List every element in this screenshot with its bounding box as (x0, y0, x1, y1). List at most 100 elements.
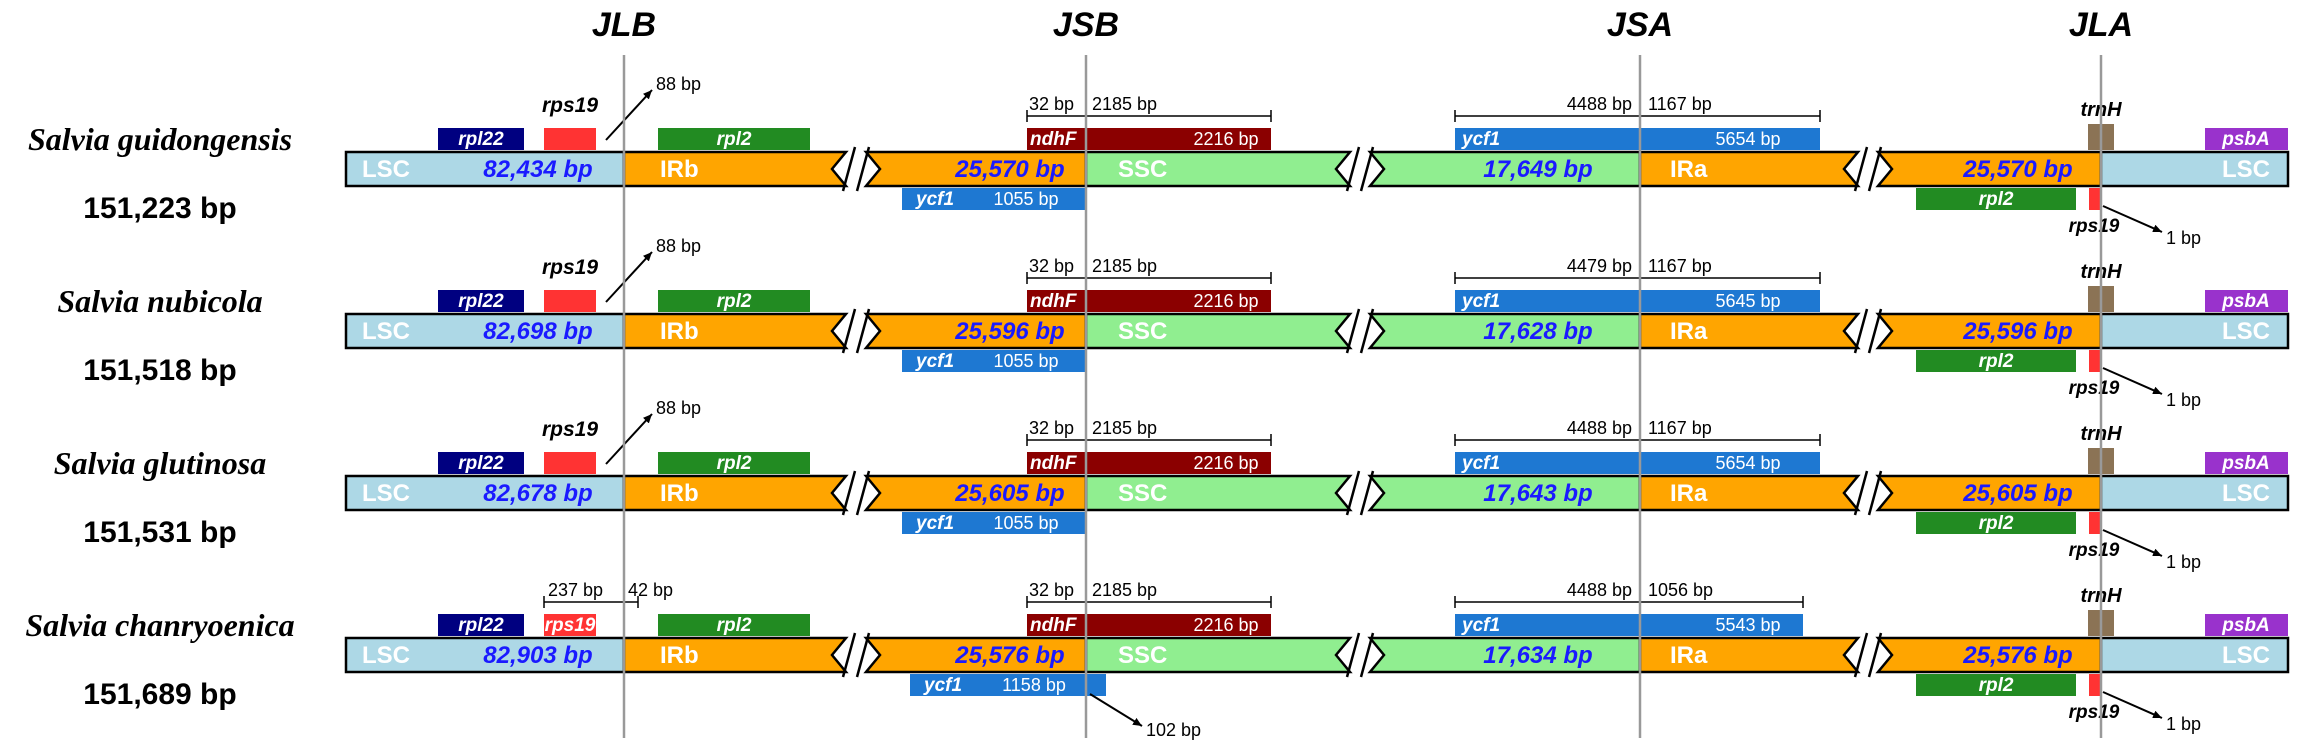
rps19-lower-gene-label: rps19 (2069, 702, 2120, 723)
jlb-arrow (605, 251, 653, 303)
jla-arrow (2102, 691, 2163, 719)
rpl22-gene (438, 452, 524, 474)
break-mark (1867, 632, 1883, 678)
ira-region-cont (1875, 150, 2103, 188)
break-mark (1853, 470, 1869, 516)
ycf1-lower-gene-label: ycf1 (915, 351, 954, 372)
break-mark (841, 470, 857, 516)
break-mark (1359, 146, 1375, 192)
break-mark (1853, 632, 1869, 678)
irb-region (622, 312, 849, 350)
rps19-lower-gene-label: rps19 (2069, 216, 2120, 237)
ssc-region-cont (1367, 474, 1642, 512)
rps19-lower-gene (2089, 350, 2101, 372)
jlb-arrow (605, 413, 653, 465)
region-label-lsc-right: LSC (2222, 318, 2270, 345)
ndhF-gene-label: ndhF (1030, 129, 1078, 150)
jla-arrow-label: 1 bp (2166, 714, 2201, 734)
ssc-size: 17,643 bp (1483, 480, 1592, 507)
rpl2-lower-gene (1916, 674, 2076, 696)
jsb-left-length: 32 bp (1029, 256, 1074, 276)
psbA-gene-label: psbA (2221, 291, 2270, 312)
genome-row: Salvia guidongensis 151,223 bp LSC IRb SSC IR… (28, 74, 2290, 248)
ycf1-lower-length: 1055 bp (993, 189, 1058, 209)
rps19-lower-gene (2089, 674, 2101, 696)
ycf1-gene (1455, 452, 1820, 474)
region-label-irb: IRb (660, 480, 699, 507)
lsc-region-right (2099, 312, 2290, 350)
rps19-lower-gene (2089, 188, 2101, 210)
jsa-left-length: 4479 bp (1567, 256, 1632, 276)
rpl22-gene (438, 614, 524, 636)
junction-title-jsb: JSB (1053, 6, 1119, 44)
psbA-gene (2205, 452, 2288, 474)
irb-region (622, 150, 849, 188)
rpl2-lower-gene (1916, 512, 2076, 534)
ssc-size: 17,634 bp (1483, 642, 1592, 669)
lsc-size: 82,434 bp (483, 156, 592, 183)
region-label-lsc: LSC (362, 642, 410, 669)
rps19-gene (544, 128, 596, 150)
species-name: Salvia glutinosa (54, 445, 267, 481)
jsb-arrow (1089, 693, 1143, 727)
ssc-region-cont (1367, 312, 1642, 350)
lsc-region-right (2099, 636, 2290, 674)
region-label-ssc: SSC (1118, 318, 1167, 345)
rpl2-gene-label: rpl2 (717, 129, 752, 150)
ycf1-lower-gene (902, 512, 1086, 534)
irb-region-cont (863, 312, 1088, 350)
jlb-arrow-label: 88 bp (656, 74, 701, 94)
rpl2-lower-gene-label: rpl2 (1979, 513, 2014, 534)
rpl2-lower-gene (1916, 350, 2076, 372)
ira-size: 25,570 bp (1962, 156, 2072, 183)
ndhF-length: 2216 bp (1193, 291, 1258, 311)
break-mark (855, 470, 871, 516)
irb-region (622, 474, 849, 512)
jlb-arrow (605, 89, 653, 141)
rps19-gene-label: rps19 (542, 418, 598, 441)
psbA-gene (2205, 614, 2288, 636)
lsc-size: 82,903 bp (483, 642, 592, 669)
region-label-ssc: SSC (1118, 156, 1167, 183)
lsc-region (344, 474, 626, 512)
ycf1-length: 5654 bp (1715, 453, 1780, 473)
irb-region (622, 636, 849, 674)
break-mark (1359, 470, 1375, 516)
rps19-lower-gene-label: rps19 (2069, 540, 2120, 561)
jsb-left-length: 32 bp (1029, 94, 1074, 114)
break-mark (855, 632, 871, 678)
region-label-irb: IRb (660, 156, 699, 183)
jla-arrow (2102, 367, 2163, 395)
species-name: Salvia guidongensis (28, 121, 292, 157)
ycf1-length: 5543 bp (1715, 615, 1780, 635)
lsc-region-right (2099, 150, 2290, 188)
ira-region-cont (1875, 312, 2103, 350)
rpl2-gene-label: rpl2 (717, 615, 752, 636)
psbA-gene-label: psbA (2221, 453, 2270, 474)
region-label-ira: IRa (1670, 480, 1708, 507)
rps19-lower-gene-label: rps19 (2069, 378, 2120, 399)
ycf1-gene (1455, 128, 1820, 150)
break-mark (1853, 308, 1869, 354)
ndhF-gene (1027, 452, 1271, 474)
genome-row: Salvia glutinosa 151,531 bp LSC IRb SSC IRa LS… (54, 398, 2290, 572)
lsc-size: 82,678 bp (483, 480, 592, 507)
rpl2-gene-label: rpl2 (717, 453, 752, 474)
irb-size: 25,605 bp (954, 480, 1064, 507)
ycf1-gene (1455, 614, 1803, 636)
break-mark (1345, 146, 1361, 192)
region-label-ssc: SSC (1118, 480, 1167, 507)
region-label-irb: IRb (660, 318, 699, 345)
ycf1-lower-gene (902, 350, 1086, 372)
break-mark (1867, 146, 1883, 192)
ira-size: 25,605 bp (1962, 480, 2072, 507)
rpl22-gene (438, 290, 524, 312)
region-label-ira: IRa (1670, 318, 1708, 345)
rpl22-gene-label: rpl22 (458, 453, 504, 474)
break-mark (841, 632, 857, 678)
genome-total-length: 151,518 bp (83, 354, 236, 387)
region-label-lsc-right: LSC (2222, 480, 2270, 507)
genome-row: Salvia chanryoenica 151,689 bp LSC IRb SSC IR… (25, 580, 2290, 740)
region-label-lsc: LSC (362, 318, 410, 345)
